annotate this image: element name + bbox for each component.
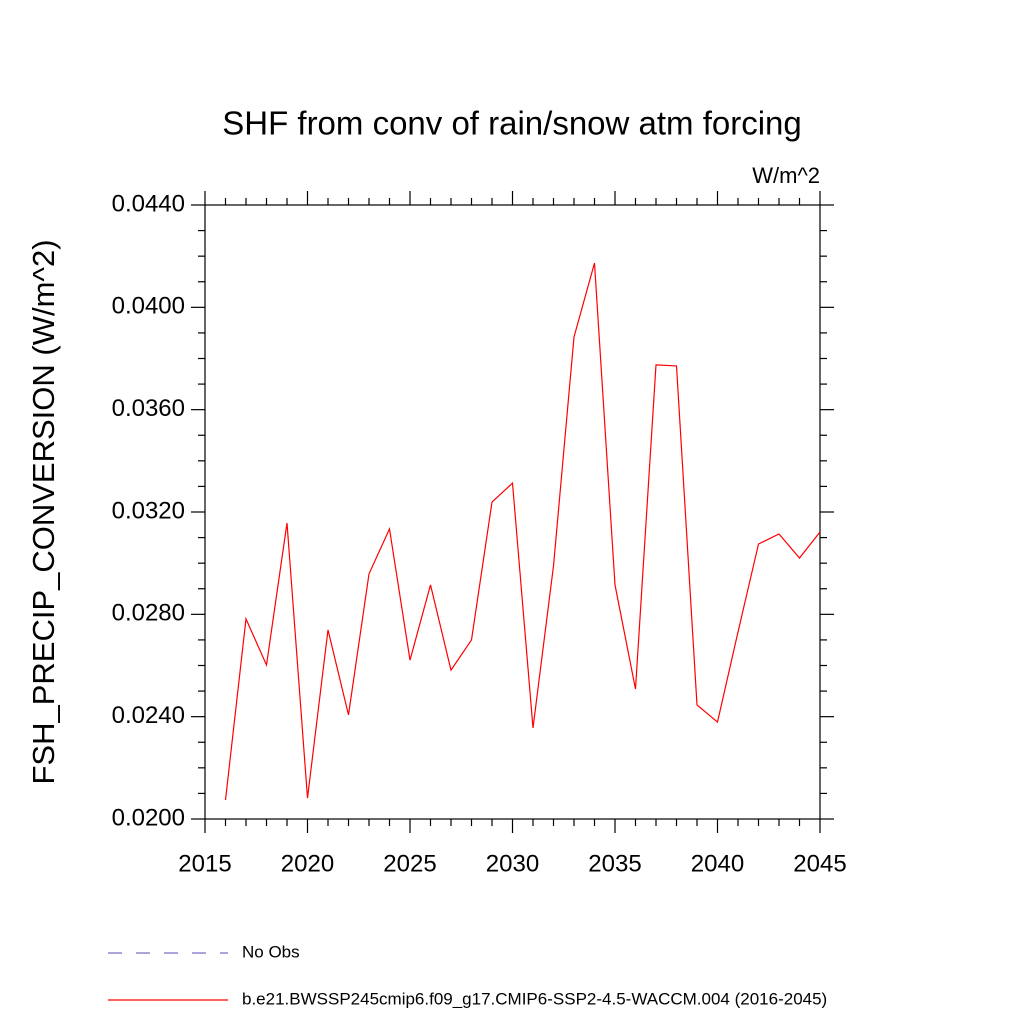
x-tick-label: 2040 <box>691 850 744 877</box>
x-tick-label: 2025 <box>383 850 436 877</box>
x-tick-label: 2030 <box>486 850 539 877</box>
units-label: W/m^2 <box>752 163 820 188</box>
y-tick-label: 0.0240 <box>112 702 185 729</box>
x-tick-label: 2045 <box>793 850 846 877</box>
x-tick-label: 2015 <box>178 850 231 877</box>
y-tick-label: 0.0200 <box>112 804 185 831</box>
plot-frame <box>204 204 821 820</box>
y-axis-label: FSH_PRECIP_CONVERSION (W/m^2) <box>26 239 61 784</box>
data-line <box>224 262 821 801</box>
x-tick-label: 2020 <box>281 850 334 877</box>
y-tick-label: 0.0400 <box>112 293 185 320</box>
x-tick-label: 2035 <box>588 850 641 877</box>
y-tick-label: 0.0360 <box>112 395 185 422</box>
legend-label: b.e21.BWSSP245cmip6.f09_g17.CMIP6-SSP2-4… <box>242 989 827 1008</box>
y-tick-label: 0.0280 <box>112 600 185 627</box>
chart-title: SHF from conv of rain/snow atm forcing <box>222 105 802 142</box>
y-tick-label: 0.0320 <box>112 497 185 524</box>
y-tick-label: 0.0440 <box>112 190 185 217</box>
legend-label: No Obs <box>242 942 300 961</box>
